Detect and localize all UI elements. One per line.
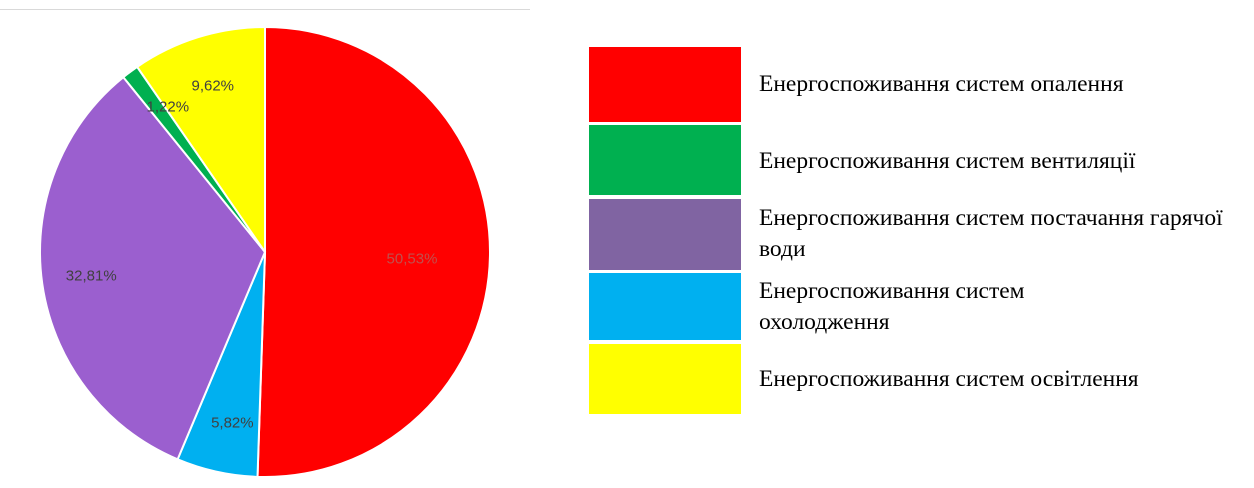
pie-data-label-0: 50,53% xyxy=(387,251,438,268)
pie-slice-4 xyxy=(135,25,266,256)
pie-data-label-2: 32,81% xyxy=(66,268,117,285)
pie-data-label-4: 9,62% xyxy=(191,77,234,94)
legend-label-hot-water: Енергоспоживання систем постачання гаряч… xyxy=(759,205,1223,262)
legend-label-ventilation: Енергоспоживання систем вентиляції xyxy=(759,148,1136,174)
chart-top-border xyxy=(0,9,530,10)
pie-slice-0 xyxy=(256,25,491,478)
legend-swatch-heating xyxy=(589,47,741,122)
legend-swatch-ventilation xyxy=(589,125,741,195)
pie-data-label-1: 5,82% xyxy=(211,414,254,431)
legend-swatch-lighting xyxy=(589,344,741,414)
legend-label-lighting: Енергоспоживання систем освітлення xyxy=(759,366,1139,392)
pie-slice-2 xyxy=(39,75,267,461)
pie-chart: 50,53% 5,82% 32,81% 1,22%9,62% xyxy=(39,25,491,478)
legend-swatch-cooling xyxy=(589,273,741,340)
pie-data-label-3: 1,22% xyxy=(147,98,190,115)
legend-label-cooling: Енергоспоживання систем охолодження xyxy=(759,278,1025,335)
legend-swatch-hot-water xyxy=(589,199,741,270)
legend-label-heating: Енергоспоживання систем опалення xyxy=(759,71,1124,97)
